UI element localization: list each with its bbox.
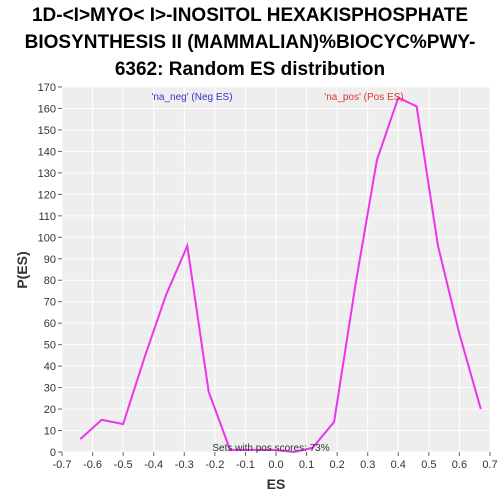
y-tick-label: 70 [44,297,56,309]
x-tick-label: 0.5 [421,459,436,471]
y-tick-label: 10 [44,426,56,438]
y-tick-label: 100 [38,232,56,244]
y-axis-label: P(ES) [14,251,30,288]
x-tick-label: -0.3 [175,459,194,471]
x-tick-label: 0.2 [329,459,344,471]
x-axis-label: ES [267,476,286,492]
y-tick-label: 60 [44,318,56,330]
x-tick-label: 0.7 [482,459,497,471]
y-tick-label: 20 [44,404,56,416]
chart-title-line-1: 1D-<I>MYO< I>-INOSITOL HEXAKISPHOSPHATE [31,5,469,26]
y-tick-label: 40 [44,361,56,373]
x-tick-label: -0.5 [114,459,133,471]
x-tick-label: 0.0 [268,459,283,471]
pos-es-annotation: 'na_pos' (Pos ES) [324,92,403,103]
y-axis-ticks: 0 10 20 30 40 50 60 70 80 90 100 110 120 130 140 150 160… [38,82,62,459]
x-axis-ticks: -0.7 -0.6 -0.5 -0.4 -0.3 -0.2 -0.1 0.0 0.1 0.2 0.3… [53,452,498,471]
x-tick-label: 0.3 [360,459,375,471]
x-tick-label: -0.7 [53,459,72,471]
y-tick-label: 80 [44,275,56,287]
y-tick-label: 170 [38,82,56,94]
chart-title-line-3: 6362: Random ES distribution [114,59,386,80]
y-tick-label: 50 [44,340,56,352]
x-tick-label: -0.4 [144,459,163,471]
y-tick-label: 150 [38,125,56,137]
es-distribution-line [79,96,482,454]
y-tick-label: 110 [38,211,56,223]
x-tick-label: 0.6 [452,459,467,471]
neg-es-annotation: 'na_neg' (Neg ES) [151,92,232,103]
x-tick-label: 0.1 [299,459,314,471]
chart-title-line-2: BIOSYNTHESIS II (MAMMALIAN)%BIOCYC%PWY- [24,32,476,53]
y-tick-label: 120 [38,189,56,201]
y-tick-label: 0 [50,447,56,459]
y-tick-label: 90 [44,254,56,266]
chart-title: 1D-<I>MYO< I>-INOSITOL HEXAKISPHOSPHATE … [0,2,500,83]
y-tick-label: 160 [38,103,56,115]
y-tick-label: 130 [38,168,56,180]
grid [61,86,491,453]
x-tick-label: -0.6 [83,459,102,471]
x-tick-label: -0.1 [236,459,255,471]
y-tick-label: 140 [38,146,56,158]
x-tick-label: -0.2 [205,459,224,471]
x-tick-label: 0.4 [391,459,406,471]
pos-scores-annotation: Sets with pos scores: 73% [212,443,329,454]
y-tick-label: 30 [44,383,56,395]
